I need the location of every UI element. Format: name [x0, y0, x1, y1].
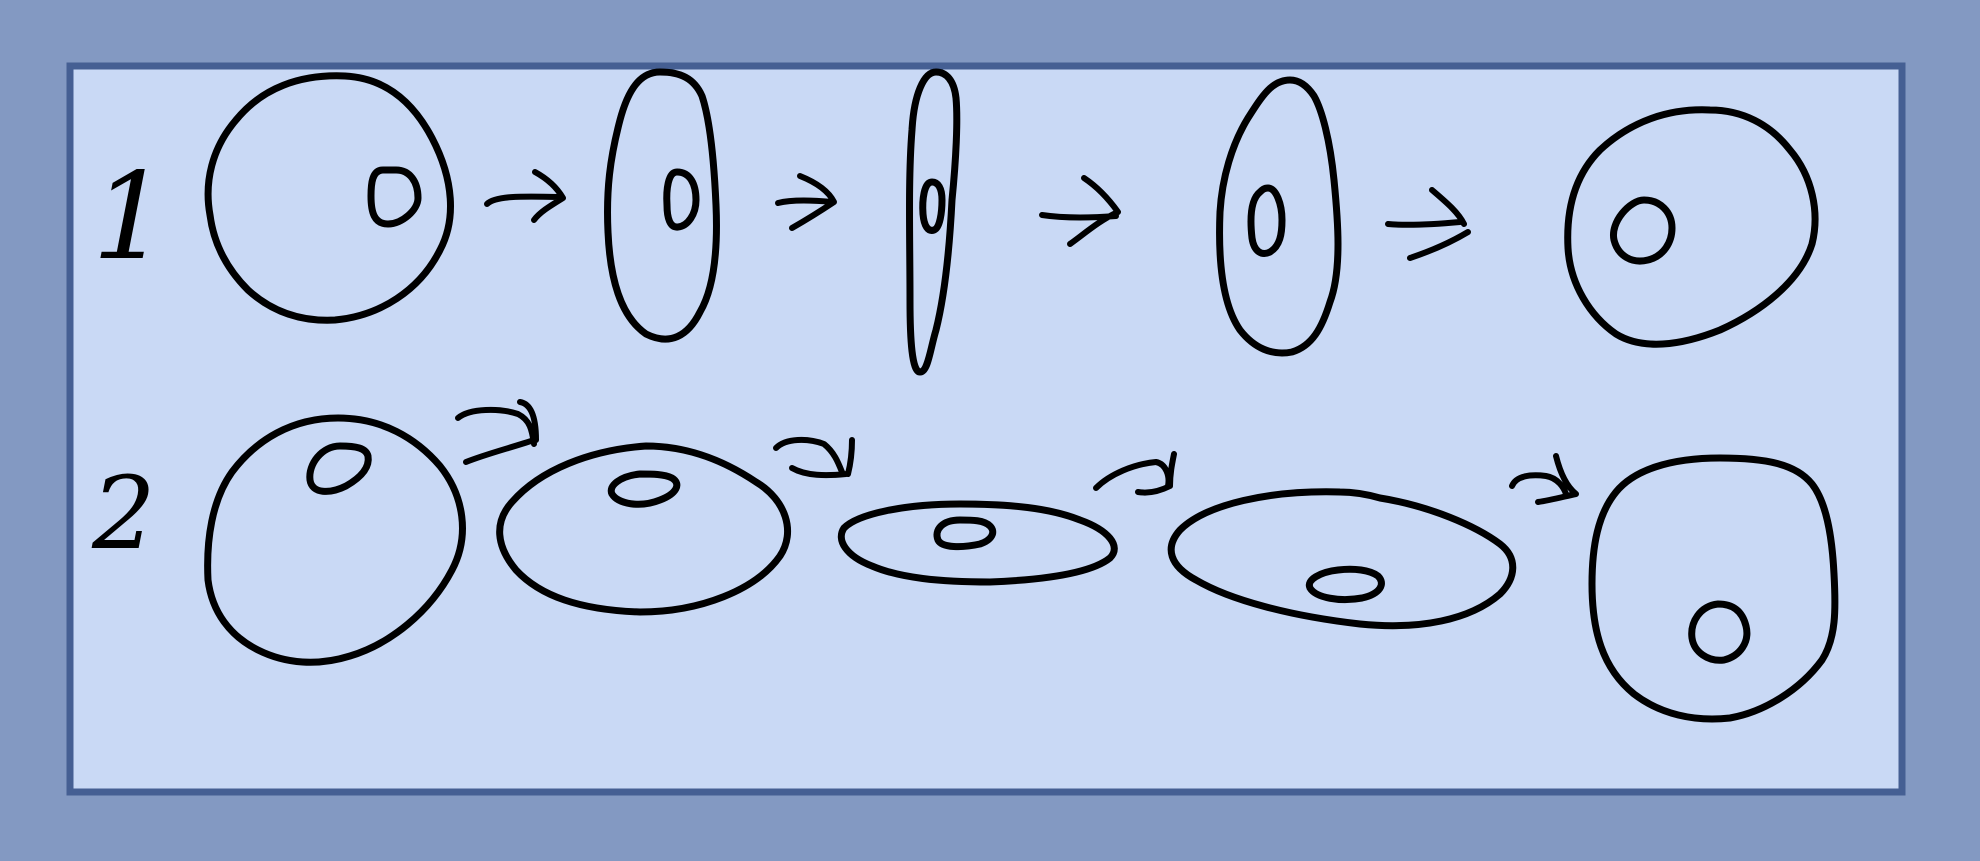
row-2-cell-1-membrane [204, 414, 466, 666]
row-2-cell-4 [1167, 488, 1517, 630]
row-2-cell-2-nucleus [607, 470, 681, 508]
row-2-cell-4-nucleus [1305, 565, 1385, 604]
row-1-arrow-2 [775, 173, 837, 231]
row-2-arrow-4 [1509, 453, 1579, 505]
row-1-cell-2-nucleus [663, 168, 700, 231]
row-2 [204, 399, 1839, 723]
row-label-1: 1 [92, 148, 168, 287]
row-1-cell-5-membrane [1564, 106, 1819, 348]
row-1-cell-2 [604, 68, 720, 343]
row-1-cell-2-membrane [604, 68, 720, 343]
row-1 [204, 68, 1819, 376]
row-1-arrow-1 [484, 169, 566, 223]
row-1-cell-1 [204, 72, 454, 324]
row-2-cell-5-membrane [1588, 454, 1839, 723]
row-1-cell-4 [1216, 76, 1342, 357]
row-1-cell-4-nucleus [1247, 184, 1286, 257]
row-2-cell-3 [837, 500, 1118, 586]
row-2-cell-1-nucleus [306, 442, 372, 495]
row-2-cell-4-membrane [1167, 488, 1517, 630]
row-2-arrow-2 [773, 436, 855, 479]
row-1-cell-1-membrane [204, 72, 454, 324]
row-1-cell-1-nucleus [367, 166, 422, 228]
row-1-cell-3 [906, 68, 961, 376]
row-2-cell-5-nucleus [1688, 600, 1751, 664]
row-1-arrow-4 [1385, 187, 1471, 261]
row-label-2: 2 [91, 455, 156, 572]
row-2-cell-3-nucleus [933, 516, 997, 551]
row-1-cell-3-nucleus [919, 178, 946, 234]
row-2-cell-2 [496, 442, 792, 616]
row-2-cell-2-membrane [496, 442, 792, 616]
row-2-arrow-3 [1093, 451, 1177, 496]
row-1-cell-3-membrane [906, 68, 961, 376]
row-2-cell-3-membrane [837, 500, 1118, 586]
row-1-cell-5 [1564, 106, 1819, 348]
row-2-cell-1 [204, 414, 466, 666]
row-2-cell-5 [1588, 454, 1839, 723]
row-1-cell-4-membrane [1216, 76, 1342, 357]
diagram-panel [66, 62, 1906, 796]
row-1-cell-5-nucleus [1610, 196, 1676, 265]
row-2-arrow-1 [455, 399, 539, 465]
row-1-arrow-3 [1039, 175, 1121, 247]
